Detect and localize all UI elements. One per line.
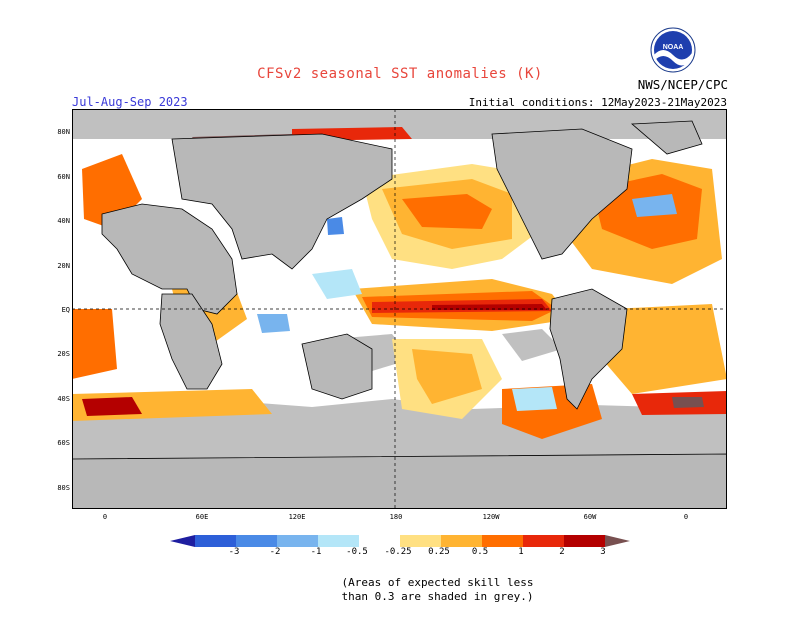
lat-label-eq: EQ [61,306,70,314]
colorbar-tick-9: 3 [600,547,606,557]
colorbar-tick-0: -3 [228,547,240,557]
colorbar-arrow-high [605,535,630,547]
africa-europe-landmass [101,203,238,315]
colorbar-box-0 [195,535,236,547]
colorbar-box-8 [523,535,564,547]
colorbar-box-5 [400,535,441,547]
colorbar-tick-2: -1 [310,547,322,557]
sst-anomaly-map [72,109,727,509]
south-america-landmass [549,288,628,410]
cool-anomaly-fields [257,194,677,411]
lon-label-5: 60W [583,513,597,521]
skill-note-line1: (Areas of expected skill less [341,576,534,589]
colorbar [170,535,630,547]
colorbar-box-6 [441,535,482,547]
colorbar-arrow-low [170,535,195,547]
lat-label-20n: 20N [57,262,70,270]
land-masses [72,120,727,509]
colorbar-box-3 [318,535,359,547]
colorbar-tick-1: -2 [269,547,281,557]
noaa-logo: NOAA [650,27,696,73]
colorbar-tick-7: 1 [518,547,524,557]
antarctica-landmass [72,453,727,509]
colorbar-box-9 [564,535,605,547]
colorbar-tick-4: -0.25 [384,547,412,557]
colorbar-box-4 [359,535,400,547]
initial-conditions-label: Initial conditions: 12May2023-21May2023 [468,96,727,109]
eurasia-landmass [171,133,393,270]
season-label: Jul-Aug-Sep 2023 [72,95,188,109]
lat-label-40s: 40S [57,395,70,403]
lon-label-2: 120E [288,513,306,521]
agency-label: NWS/NCEP/CPC [637,77,728,92]
colorbar-tick-8: 2 [559,547,565,557]
colorbar-box-7 [482,535,523,547]
australia-landmass [301,333,373,400]
lon-label-0: 0 [102,513,108,521]
skill-note: (Areas of expected skill less than 0.3 a… [0,576,800,604]
lat-label-80n: 80N [57,128,70,136]
greenland-landmass [630,120,703,155]
colorbar-box-2 [277,535,318,547]
lon-label-6: 0 [683,513,689,521]
colorbar-tick-5: 0.25 [428,547,450,557]
lon-label-4: 120W [482,513,500,521]
north-america-landmass [491,128,633,260]
lat-label-40n: 40N [57,217,70,225]
map-title: CFSv2 seasonal SST anomalies (K) [257,66,543,82]
lon-label-3: 180 [389,513,403,521]
lon-label-1: 60E [195,513,209,521]
map-frame [72,109,727,509]
skill-note-line2: than 0.3 are shaded in grey.) [341,590,534,603]
logo-text: NOAA [663,44,684,51]
colorbar-tick-6: 0.5 [471,547,489,557]
lat-label-20s: 20S [57,350,70,358]
lat-label-60n: 60N [57,173,70,181]
colorbar-tick-3: -0.5 [346,547,368,557]
lat-label-80s: 80S [57,484,70,492]
colorbar-box-1 [236,535,277,547]
lat-label-60s: 60S [57,439,70,447]
africa-south-landmass [159,293,223,390]
